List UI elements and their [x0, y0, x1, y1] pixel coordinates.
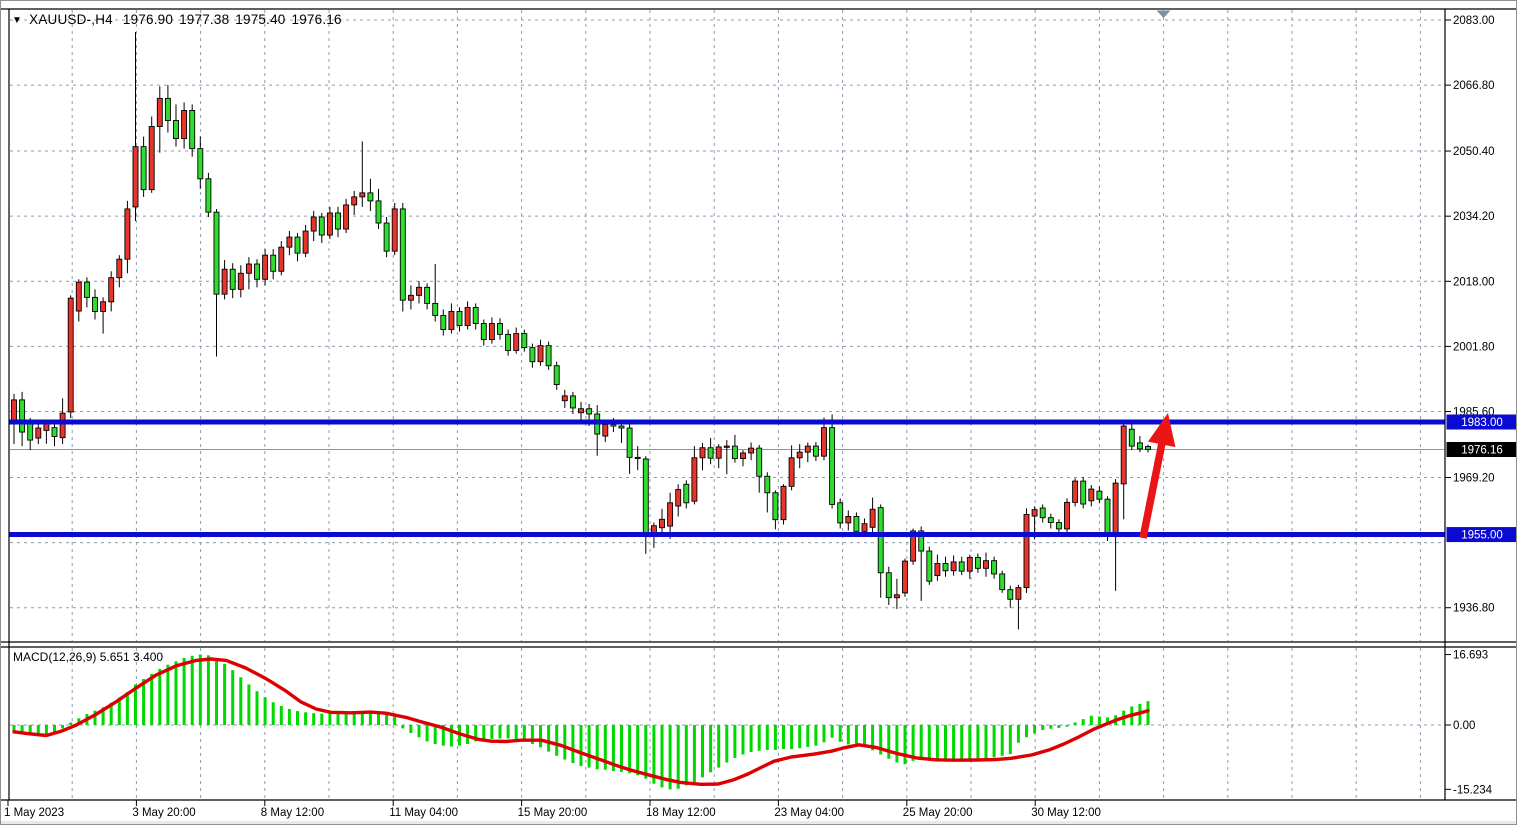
macd-histogram [12, 654, 1150, 790]
chart-shift-marker-icon[interactable] [1156, 10, 1171, 19]
svg-text:1976.16: 1976.16 [1461, 444, 1503, 456]
svg-text:2034.20: 2034.20 [1453, 211, 1495, 223]
price-level-badges: 1983.00 1976.16 1955.00 [1446, 414, 1516, 543]
svg-text:30 May 12:00: 30 May 12:00 [1031, 807, 1101, 819]
chart-header: ▼ XAUUSD-,H4 1976.90 1977.38 1975.40 1976.16 [12, 12, 348, 27]
svg-text:1955.00: 1955.00 [1461, 530, 1503, 542]
time-axis[interactable]: 1 May 2023 3 May 20:00 8 May 12:00 11 May 0… [4, 800, 1101, 819]
ohlc-low-value: 1975.40 [235, 12, 286, 27]
svg-text:3 May 20:00: 3 May 20:00 [132, 807, 195, 819]
svg-text:-15.234: -15.234 [1453, 784, 1493, 796]
svg-text:1983.00: 1983.00 [1461, 417, 1503, 429]
svg-text:15 May 20:00: 15 May 20:00 [518, 807, 588, 819]
macd-signal-line [12, 657, 1150, 786]
svg-text:1969.20: 1969.20 [1453, 472, 1495, 484]
svg-text:2083.00: 2083.00 [1453, 15, 1495, 27]
candlestick-series[interactable] [11, 32, 1151, 630]
svg-text:1 May 2023: 1 May 2023 [4, 807, 64, 819]
svg-text:0.00: 0.00 [1453, 720, 1475, 732]
svg-text:1936.80: 1936.80 [1453, 603, 1495, 615]
svg-text:11 May 04:00: 11 May 04:00 [389, 807, 458, 819]
svg-text:16.693: 16.693 [1453, 650, 1488, 662]
up-arrow-annotation[interactable] [1139, 413, 1176, 539]
svg-text:2018.00: 2018.00 [1453, 276, 1495, 288]
macd-indicator-label: MACD(12,26,9) 5.651 3.400 [13, 650, 164, 664]
price-axis[interactable]: 2083.00 2066.80 2050.40 2034.20 2018.00 2001.… [1445, 15, 1495, 796]
symbol-dropdown-icon[interactable]: ▼ [12, 15, 23, 26]
symbol-timeframe-label: XAUUSD-,H4 [29, 12, 113, 27]
horizontal-level-lines[interactable] [9, 419, 1445, 538]
svg-text:23 May 04:00: 23 May 04:00 [774, 807, 844, 819]
ohlc-high-value: 1977.38 [179, 12, 230, 27]
pane-borders [1, 8, 1516, 801]
window-bottom-strip [1, 821, 1516, 824]
ohlc-open-value: 1976.90 [122, 12, 174, 27]
svg-text:2050.40: 2050.40 [1453, 146, 1495, 158]
ohlc-close-value: 1976.16 [291, 12, 342, 27]
svg-text:2066.80: 2066.80 [1453, 80, 1495, 92]
svg-text:25 May 20:00: 25 May 20:00 [903, 807, 973, 819]
svg-text:8 May 12:00: 8 May 12:00 [261, 807, 324, 819]
svg-text:2001.80: 2001.80 [1453, 341, 1495, 353]
svg-text:18 May 12:00: 18 May 12:00 [646, 807, 716, 819]
